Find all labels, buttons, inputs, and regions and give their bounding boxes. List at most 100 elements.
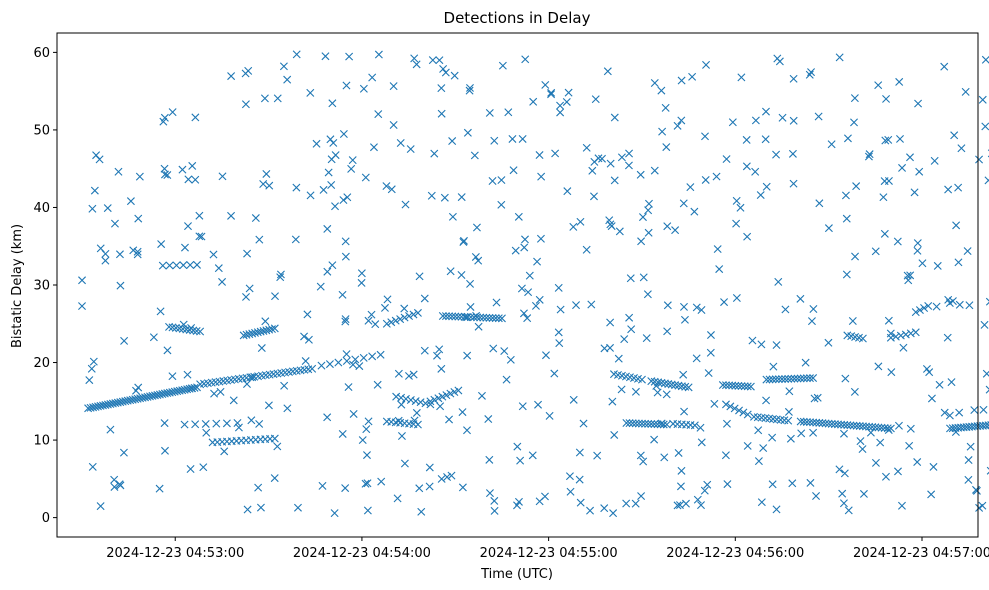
detection-point [179, 261, 188, 270]
detection-point [488, 313, 497, 322]
detection-point [160, 113, 169, 122]
detection-point [248, 373, 257, 382]
detection-point [913, 458, 922, 467]
detection-point [572, 301, 581, 310]
detection-point [106, 425, 115, 434]
detection-point [168, 108, 177, 117]
detection-point [818, 419, 827, 428]
detection-point [256, 503, 265, 512]
detection-point [906, 271, 915, 280]
detection-point [686, 183, 695, 192]
detection-point [161, 446, 169, 455]
detection-point [710, 399, 719, 408]
detection-point [254, 483, 263, 492]
detection-point [98, 401, 107, 410]
detection-point [866, 428, 875, 437]
detection-point [799, 417, 808, 426]
detection-point [441, 68, 450, 77]
detection-point [270, 434, 279, 443]
detection-point [725, 381, 734, 390]
detection-point [754, 457, 763, 466]
detection-point [684, 383, 693, 392]
detection-point [871, 247, 880, 256]
detection-point [516, 456, 525, 465]
detection-point [163, 346, 172, 355]
detection-point [341, 315, 350, 324]
y-axis-ticks: 0 10 20 30 40 50 60 [33, 46, 57, 526]
detection-point [986, 466, 989, 475]
detection-point [637, 237, 646, 246]
detection-point [323, 413, 332, 422]
detection-point [123, 396, 132, 405]
detection-point [972, 486, 981, 495]
detection-point [657, 419, 666, 428]
detection-point [799, 374, 808, 383]
detection-point [884, 176, 893, 185]
detection-point [233, 419, 242, 428]
detection-point [171, 323, 180, 332]
detection-point [742, 162, 751, 171]
detection-point [805, 418, 814, 427]
detection-point [734, 381, 743, 390]
detection-point [279, 62, 288, 71]
detection-point [802, 417, 811, 426]
detection-point [731, 381, 740, 390]
detection-point [650, 377, 659, 386]
detection-point [660, 379, 669, 388]
detection-point [535, 151, 544, 160]
detection-point [661, 103, 670, 112]
detection-point [220, 447, 229, 456]
detection-point [899, 343, 908, 352]
detection-point [740, 382, 749, 391]
detection-point [90, 186, 99, 195]
detection-point [369, 143, 378, 152]
detection-point [598, 154, 606, 163]
detection-point [514, 497, 523, 506]
detection-point [394, 416, 403, 425]
detection-point [196, 327, 205, 336]
detection-point [511, 246, 520, 255]
detection-point [551, 149, 560, 158]
detection-point [261, 317, 270, 326]
detection-point [149, 333, 158, 342]
detection-point [420, 294, 429, 303]
detection-point [617, 385, 626, 394]
detection-point [150, 391, 159, 400]
detection-point [364, 316, 373, 325]
detection-point [437, 364, 446, 373]
detection-point [660, 453, 669, 462]
detection-point [985, 297, 989, 306]
detection-point [978, 95, 987, 104]
detection-point [673, 501, 682, 510]
detection-point [712, 172, 721, 181]
detection-point [762, 182, 771, 191]
detection-point [400, 304, 409, 313]
detection-point [118, 397, 127, 406]
chart-title: Detections in Delay [444, 9, 591, 27]
detection-point [644, 199, 653, 208]
detection-point [575, 475, 584, 484]
detection-point [292, 183, 301, 192]
detection-point [133, 247, 142, 256]
detection-point [359, 84, 368, 93]
detection-point [364, 417, 373, 426]
detection-point [304, 335, 313, 344]
detection-point [222, 419, 231, 428]
detection-point [606, 159, 615, 168]
detection-point [796, 374, 805, 383]
x-tick-label: 2024-12-23 04:53:00 [106, 546, 244, 561]
detection-point [768, 433, 777, 442]
detection-point [116, 281, 125, 290]
detection-point [435, 345, 444, 354]
detection-point [267, 325, 276, 334]
detection-point [361, 479, 370, 488]
detection-point [772, 150, 781, 159]
detection-point [406, 145, 415, 154]
detection-point [827, 140, 836, 149]
detection-point [334, 358, 343, 367]
detection-point [255, 419, 264, 428]
detection-point [513, 442, 522, 451]
detection-point [810, 394, 819, 403]
detection-point [835, 465, 844, 474]
x-tick-label: 2024-12-23 04:55:00 [480, 546, 618, 561]
